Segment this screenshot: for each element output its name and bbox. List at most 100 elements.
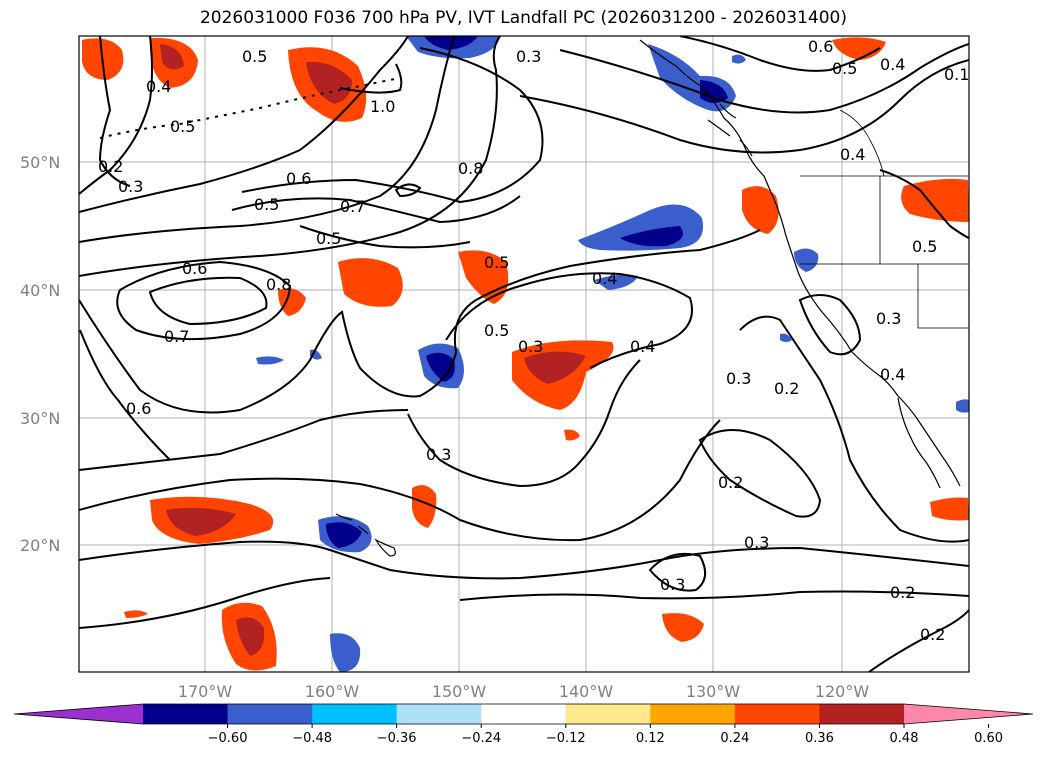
contour-label: 0.5 (912, 237, 937, 256)
contour-label: 0.3 (426, 445, 451, 464)
longitude-label: 140°W (559, 682, 614, 701)
colorbar-segment (734, 704, 820, 724)
contour-label: 0.1 (944, 65, 969, 84)
colorbar-tick-label: 0.24 (720, 731, 749, 746)
colorbar-tick-label: 0.60 (974, 731, 1003, 746)
colorbar-tick-label: −0.60 (208, 731, 248, 746)
colorbar-segment (312, 704, 398, 724)
contour-label: 0.8 (458, 159, 483, 178)
latitude-label: 20°N (20, 536, 60, 555)
baja-peninsula (897, 397, 941, 489)
pv-contour (459, 590, 969, 601)
colorbar-segment (819, 704, 905, 724)
contour-label: 0.7 (164, 327, 189, 346)
colorbar-tick-label: −0.12 (546, 731, 586, 746)
contour-label: 0.4 (880, 55, 905, 74)
longitude-label: 150°W (432, 682, 487, 701)
pv-contour (79, 409, 409, 471)
negative-anomaly (700, 80, 728, 103)
coastal-islands (707, 103, 753, 157)
contour-label: 0.3 (118, 177, 143, 196)
contour-label: 0.8 (266, 275, 291, 294)
longitude-label: 130°W (686, 682, 741, 701)
colorbar: −0.60 −0.48 −0.36 −0.24 −0.12 0.12 0.24 0.36 0.4… (13, 703, 1034, 746)
positive-anomaly (564, 429, 580, 441)
latitude-label: 50°N (20, 153, 60, 172)
longitude-label: 160°W (305, 682, 360, 701)
negative-anomaly (426, 352, 455, 382)
contour-label: 0.6 (126, 399, 151, 418)
pv-contour (231, 195, 521, 224)
positive-anomaly (832, 37, 886, 60)
positive-anomaly (662, 613, 704, 642)
pv-contour (79, 577, 331, 629)
contour-label: 0.5 (170, 117, 195, 136)
contour-label: 0.2 (920, 625, 945, 644)
contour-label: 0.2 (718, 473, 743, 492)
colorbar-segment (481, 704, 567, 724)
colorbar-extend-max (904, 704, 1033, 724)
positive-anomaly (930, 497, 969, 521)
pv-contour (79, 229, 761, 414)
contour-label: 0.3 (660, 575, 685, 594)
hawaiian-islands (335, 513, 396, 557)
pv-contour (98, 36, 131, 187)
colorbar-segment (227, 704, 313, 724)
negative-anomaly (256, 356, 284, 365)
contour-label: 0.3 (518, 337, 543, 356)
pv-contour (299, 225, 471, 249)
negative-anomaly (326, 522, 362, 548)
state-borders (800, 176, 969, 329)
colorbar-tick-label: −0.24 (461, 731, 501, 746)
colorbar-tick-label: −0.48 (292, 731, 332, 746)
pv-contour (868, 609, 969, 672)
pv-contour (394, 183, 422, 198)
latitude-label: 30°N (20, 409, 60, 428)
contour-label: 0.5 (484, 253, 509, 272)
province-border (839, 109, 885, 177)
longitude-label: 120°W (815, 682, 870, 701)
colorbar-tick-label: 0.12 (636, 731, 665, 746)
contour-label: 0.3 (876, 309, 901, 328)
colorbar-ticks: −0.60 −0.48 −0.36 −0.24 −0.12 0.12 0.24 0.36 0.4… (208, 724, 1003, 746)
pv-contour (407, 359, 641, 488)
longitude-label: 170°W (178, 682, 233, 701)
pv-contour (445, 272, 693, 369)
contour-label: 0.3 (726, 369, 751, 388)
contour-label: 0.6 (286, 169, 311, 188)
map-frame (78, 35, 970, 673)
contour-label: 0.2 (774, 379, 799, 398)
negative-anomaly (956, 399, 969, 413)
pv-contour (739, 315, 969, 543)
contour-label: 0.5 (242, 47, 267, 66)
contour-label: 0.7 (340, 197, 365, 216)
pv-contour (519, 59, 969, 154)
pv-contour (79, 540, 969, 580)
positive-anomaly (524, 351, 586, 384)
contour-label: 0.6 (182, 259, 207, 278)
positive-anomaly (338, 258, 403, 307)
pv-contour (698, 429, 822, 518)
pv-contour (559, 43, 969, 114)
pv-contour (79, 36, 153, 195)
positive-anomaly (124, 610, 148, 618)
contour-label: 0.2 (98, 157, 123, 176)
pv-contour (116, 260, 292, 341)
contour-label: 1.0 (370, 97, 395, 116)
contour-label: 0.5 (316, 229, 341, 248)
colorbar-tick-label: 0.48 (890, 731, 919, 746)
contour-label: 0.5 (832, 59, 857, 78)
contour-label: 0.6 (808, 37, 833, 56)
colorbar-outline (13, 703, 1034, 725)
contour-label: 0.3 (516, 47, 541, 66)
positive-anomaly (160, 44, 184, 70)
contour-label: 0.4 (840, 145, 865, 164)
positive-anomaly (306, 61, 352, 104)
colorbar-segment (565, 704, 651, 724)
positive-anomaly (742, 186, 779, 234)
latitude-label: 40°N (20, 281, 60, 300)
pv-contour (879, 169, 969, 239)
contour-label: 0.5 (484, 321, 509, 340)
negative-anomaly (594, 274, 638, 290)
